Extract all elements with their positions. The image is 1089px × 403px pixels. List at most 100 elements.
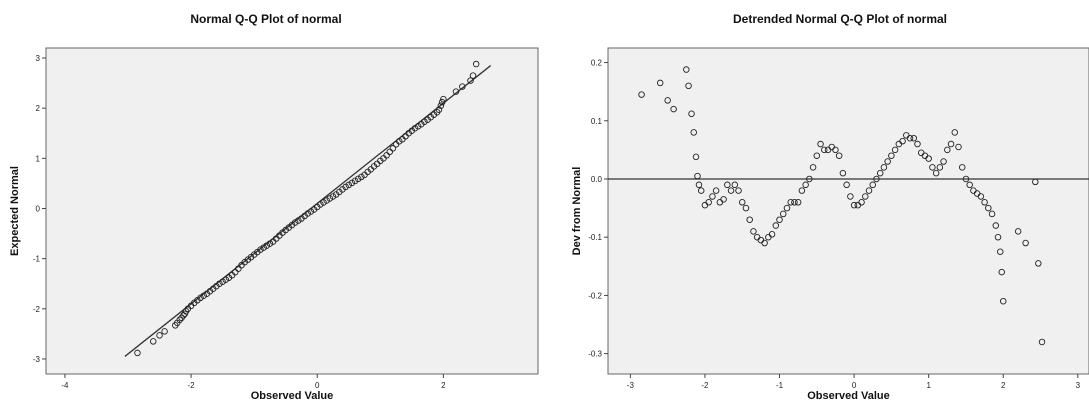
data-point: [688, 110, 695, 118]
data-point: [664, 97, 671, 104]
data-point: [712, 187, 720, 194]
data-point: [735, 187, 742, 194]
data-point: [994, 233, 1002, 241]
data-point: [149, 338, 157, 345]
data-point: [850, 201, 858, 209]
data-point: [787, 199, 794, 206]
data-point: [467, 77, 474, 84]
data-point: [997, 248, 1004, 255]
data-point: [906, 134, 914, 142]
data-point: [320, 199, 327, 206]
data-point: [1022, 239, 1029, 247]
data-point: [156, 332, 163, 339]
data-point: [865, 187, 873, 194]
data-point: [817, 140, 824, 148]
data-point: [999, 297, 1007, 305]
data-point: [452, 88, 460, 95]
data-point: [772, 222, 780, 229]
data-point: [705, 199, 712, 206]
data-point: [469, 72, 477, 79]
data-point: [869, 181, 876, 189]
data-point: [358, 173, 365, 181]
data-point: [977, 193, 985, 200]
data-point: [459, 83, 466, 90]
data-point: [798, 187, 806, 194]
data-point: [1038, 338, 1046, 346]
data-point: [988, 210, 996, 218]
data-point: [720, 196, 727, 203]
data-point: [880, 164, 888, 171]
x-axis-label: Observed Value: [807, 390, 890, 402]
data-point: [876, 169, 884, 177]
data-point: [435, 106, 443, 113]
data-point: [440, 95, 447, 103]
data-point: [888, 152, 895, 159]
y-tick-label: -0.1: [588, 233, 602, 242]
data-point: [742, 204, 750, 212]
data-point: [656, 79, 664, 87]
data-point: [947, 140, 955, 148]
data-point: [873, 175, 880, 183]
data-point: [813, 152, 821, 159]
data-point: [694, 172, 701, 180]
x-tick-label: 0: [315, 381, 320, 390]
plot-area: [607, 47, 1089, 375]
data-point: [690, 129, 698, 136]
data-point: [809, 164, 817, 171]
data-point: [342, 183, 349, 191]
data-point: [697, 187, 705, 194]
data-point: [266, 240, 274, 247]
data-point: [932, 169, 940, 177]
data-point: [351, 177, 359, 185]
data-point: [806, 175, 813, 183]
data-point: [345, 181, 353, 189]
data-point: [914, 140, 921, 148]
x-tick-label: -3: [627, 381, 635, 390]
data-point: [260, 244, 267, 251]
data-point: [981, 199, 988, 206]
data-point: [779, 210, 787, 218]
data-point: [472, 60, 480, 68]
data-point: [738, 199, 746, 206]
data-point: [291, 219, 299, 226]
data-point: [685, 82, 692, 90]
data-point: [835, 152, 843, 159]
y-tick-label: 2: [36, 104, 41, 113]
data-point: [692, 153, 700, 161]
data-point: [709, 193, 716, 200]
data-point: [295, 217, 302, 224]
data-point: [222, 276, 230, 283]
data-point: [326, 195, 334, 202]
data-point: [329, 193, 337, 200]
data-point: [1035, 260, 1042, 267]
data-point: [910, 134, 918, 142]
data-point: [670, 105, 677, 113]
data-point: [802, 181, 809, 189]
data-point: [891, 146, 899, 154]
data-point: [219, 278, 226, 285]
data-point: [750, 228, 757, 235]
x-tick-label: -2: [701, 381, 709, 390]
data-point: [821, 146, 828, 154]
data-point: [134, 349, 141, 357]
y-tick-label: 1: [36, 154, 41, 163]
data-point: [421, 118, 428, 125]
data-point: [317, 201, 324, 208]
data-point: [304, 210, 312, 217]
chart-title: Detrended Normal Q-Q Plot of normal: [733, 12, 947, 26]
data-point: [847, 193, 854, 200]
x-tick-label: 0: [852, 381, 857, 390]
data-point: [858, 199, 865, 206]
data-point: [791, 199, 798, 206]
y-tick-label: 0: [36, 204, 41, 213]
x-tick-label: 2: [441, 381, 446, 390]
data-point: [951, 129, 959, 136]
data-point: [348, 179, 356, 187]
y-tick-label: 0.2: [591, 59, 603, 68]
y-tick-label: 3: [36, 54, 41, 63]
data-point: [944, 146, 951, 154]
data-point: [839, 169, 847, 177]
data-point: [731, 181, 739, 189]
data-point: [389, 145, 397, 152]
